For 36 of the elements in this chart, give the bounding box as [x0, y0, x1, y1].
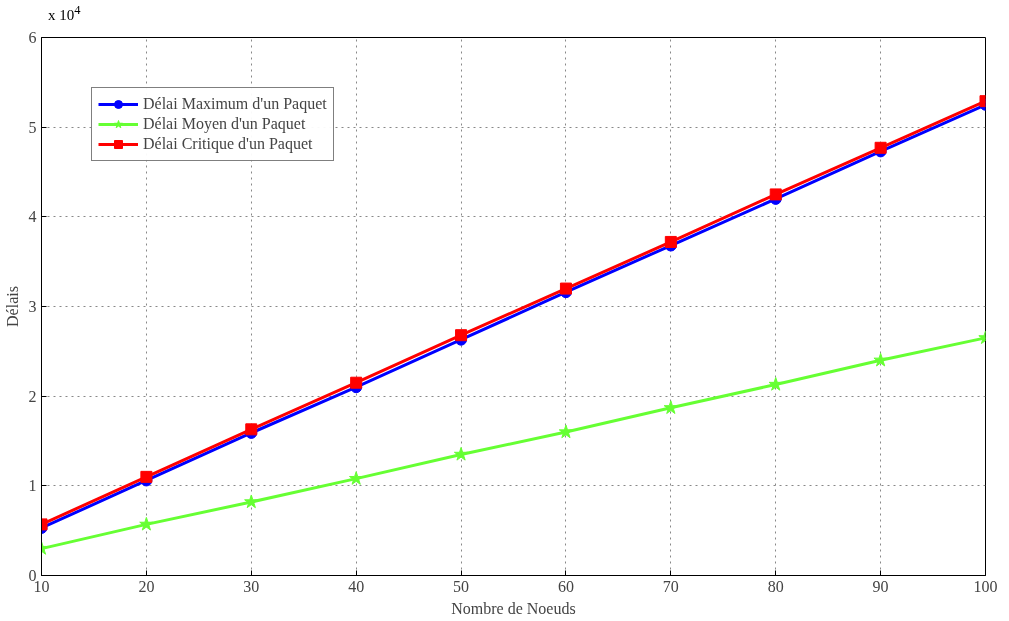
y-tick-label: 5	[28, 118, 37, 136]
x-tick-label: 100	[973, 577, 998, 595]
point	[874, 141, 887, 154]
point	[350, 376, 363, 389]
x-tick-label: 90	[872, 577, 889, 595]
point	[768, 377, 783, 391]
x-tick-label: 70	[662, 577, 679, 595]
legend-label: Délai Critique d'un Paquet	[143, 135, 313, 153]
y-axis-title: Délais	[3, 286, 21, 327]
x-tick-label: 60	[557, 577, 574, 595]
x-tick-label: 20	[138, 577, 155, 595]
y-tick-label: 0	[28, 567, 37, 584]
point	[558, 424, 574, 439]
point	[664, 235, 677, 248]
legend-label: Délai Moyen d'un Paquet	[143, 115, 306, 133]
x-tick-label: 30	[243, 577, 260, 595]
point	[663, 400, 678, 414]
point	[559, 282, 572, 295]
point	[455, 329, 468, 342]
y-tick-label: 1	[28, 477, 37, 495]
x-tick-label: 80	[767, 577, 784, 595]
x-tick-label: 40	[348, 577, 365, 595]
point	[140, 470, 153, 483]
y-tick-label: 6	[28, 29, 37, 46]
point	[453, 446, 469, 461]
y-tick-label: 3	[28, 298, 37, 315]
point	[244, 494, 259, 509]
y-tick-label: 2	[28, 387, 37, 405]
text: x 10$^{4}$	[48, 2, 81, 25]
point	[139, 516, 154, 531]
x-axis-title: Nombre de Noeuds	[451, 599, 576, 617]
point	[873, 352, 888, 367]
legend-label: Délai Maximum d'un Paquet	[143, 95, 327, 113]
x-tick-label: 50	[453, 577, 470, 595]
y-tick-label: 4	[28, 208, 37, 226]
point	[769, 188, 782, 201]
